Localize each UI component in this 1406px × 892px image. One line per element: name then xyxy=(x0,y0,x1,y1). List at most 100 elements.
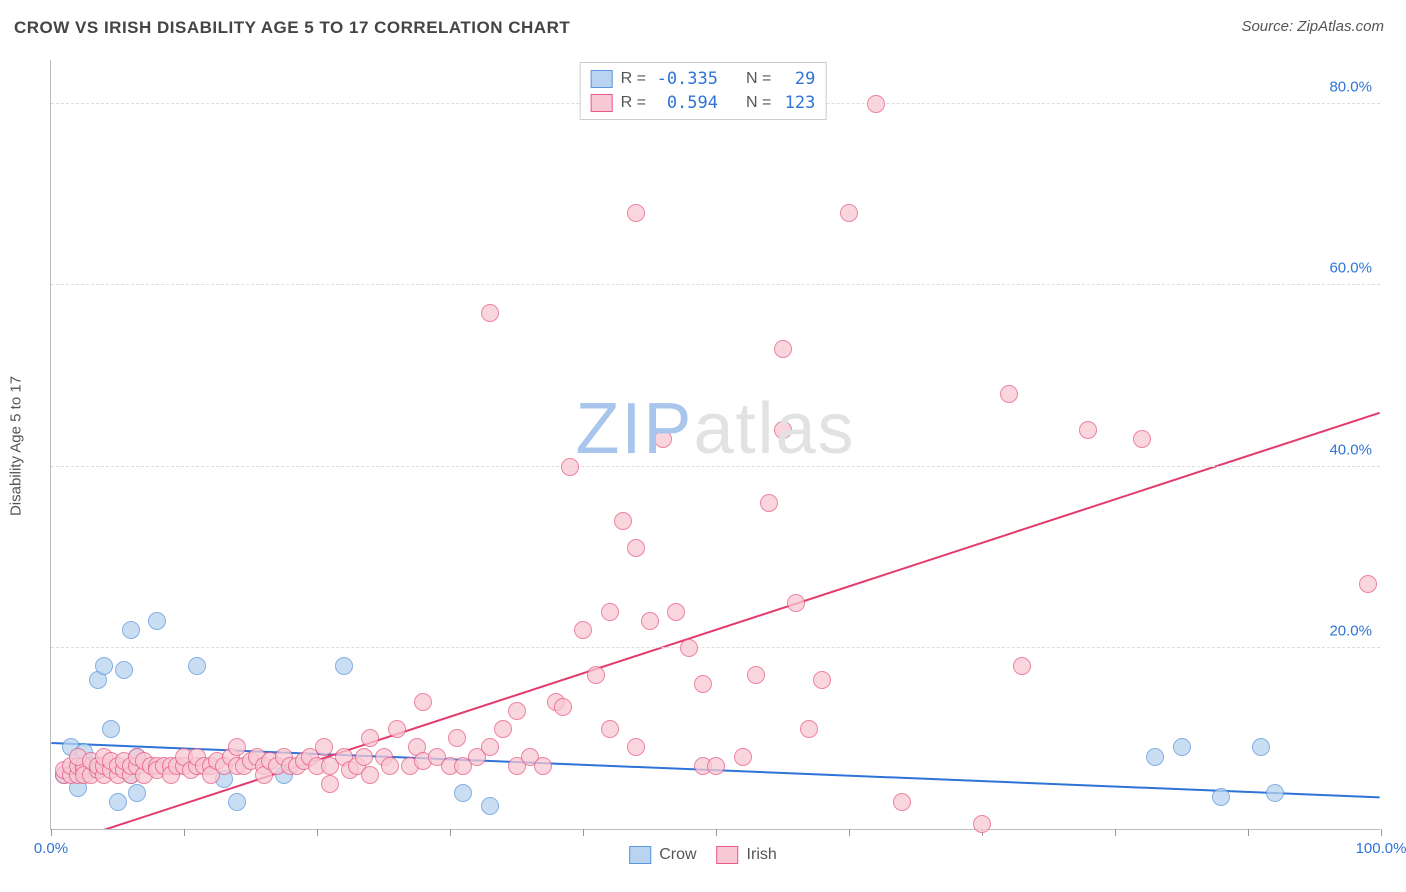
data-point xyxy=(128,784,146,802)
y-tick-label: 80.0% xyxy=(1329,79,1372,96)
legend-swatch xyxy=(717,846,739,864)
legend-r-label: R = xyxy=(621,94,646,112)
y-axis-label: Disability Age 5 to 17 xyxy=(8,376,25,516)
data-point xyxy=(734,748,752,766)
data-point xyxy=(1146,748,1164,766)
scatter-plot-area: ZIPatlas 20.0%40.0%60.0%80.0%0.0%100.0% xyxy=(50,60,1380,830)
data-point xyxy=(361,766,379,784)
data-point xyxy=(654,430,672,448)
x-tick-label: 0.0% xyxy=(34,840,68,857)
data-point xyxy=(800,720,818,738)
data-point xyxy=(481,738,499,756)
data-point xyxy=(707,757,725,775)
x-tick xyxy=(450,829,451,836)
x-tick xyxy=(1115,829,1116,836)
x-tick xyxy=(1248,829,1249,836)
data-point xyxy=(188,657,206,675)
data-point xyxy=(494,720,512,738)
data-point xyxy=(1133,430,1151,448)
data-point xyxy=(361,729,379,747)
data-point xyxy=(228,793,246,811)
data-point xyxy=(102,720,120,738)
legend-swatch xyxy=(591,70,613,88)
legend-n-value: 123 xyxy=(779,93,815,113)
data-point xyxy=(1266,784,1284,802)
y-tick-label: 20.0% xyxy=(1329,622,1372,639)
source-attribution: Source: ZipAtlas.com xyxy=(1241,18,1384,35)
data-point xyxy=(614,512,632,530)
data-point xyxy=(840,204,858,222)
data-point xyxy=(95,657,113,675)
legend-label: Irish xyxy=(747,846,777,864)
legend-r-label: R = xyxy=(621,70,646,88)
series-legend: Crow Irish xyxy=(629,846,777,864)
legend-n-label: N = xyxy=(746,94,771,112)
data-point xyxy=(667,603,685,621)
legend-row: R = 0.594 N = 123 xyxy=(591,91,816,115)
gridline-h xyxy=(51,647,1380,648)
legend-n-label: N = xyxy=(746,70,771,88)
x-tick xyxy=(184,829,185,836)
legend-item: Crow xyxy=(629,846,696,864)
data-point xyxy=(747,666,765,684)
gridline-h xyxy=(51,284,1380,285)
data-point xyxy=(534,757,552,775)
data-point xyxy=(454,784,472,802)
data-point xyxy=(1212,788,1230,806)
y-tick-label: 60.0% xyxy=(1329,260,1372,277)
legend-swatch xyxy=(629,846,651,864)
data-point xyxy=(508,702,526,720)
legend-n-value: 29 xyxy=(779,69,815,89)
data-point xyxy=(574,621,592,639)
data-point xyxy=(627,204,645,222)
data-point xyxy=(1013,657,1031,675)
data-point xyxy=(1000,385,1018,403)
data-point xyxy=(787,594,805,612)
x-tick xyxy=(317,829,318,836)
watermark: ZIPatlas xyxy=(575,388,855,470)
data-point xyxy=(481,304,499,322)
x-tick xyxy=(716,829,717,836)
data-point xyxy=(893,793,911,811)
legend-swatch xyxy=(591,94,613,112)
legend-label: Crow xyxy=(659,846,696,864)
data-point xyxy=(321,775,339,793)
correlation-legend: R =-0.335N =29R =0.594N =123 xyxy=(580,62,827,120)
data-point xyxy=(122,621,140,639)
watermark-zip: ZIP xyxy=(575,389,693,469)
legend-item: Irish xyxy=(717,846,777,864)
data-point xyxy=(388,720,406,738)
y-tick-label: 40.0% xyxy=(1329,441,1372,458)
data-point xyxy=(109,793,127,811)
data-point xyxy=(1079,421,1097,439)
data-point xyxy=(641,612,659,630)
trend-lines xyxy=(51,60,1380,829)
data-point xyxy=(680,639,698,657)
legend-row: R =-0.335N =29 xyxy=(591,67,816,91)
data-point xyxy=(587,666,605,684)
data-point xyxy=(867,95,885,113)
data-point xyxy=(335,657,353,675)
data-point xyxy=(381,757,399,775)
gridline-h xyxy=(51,466,1380,467)
data-point xyxy=(414,693,432,711)
data-point xyxy=(760,494,778,512)
data-point xyxy=(774,340,792,358)
data-point xyxy=(627,539,645,557)
x-tick xyxy=(849,829,850,836)
data-point xyxy=(694,675,712,693)
legend-r-value: 0.594 xyxy=(654,93,718,113)
data-point xyxy=(1173,738,1191,756)
data-point xyxy=(973,815,991,833)
data-point xyxy=(774,421,792,439)
data-point xyxy=(148,612,166,630)
data-point xyxy=(601,720,619,738)
data-point xyxy=(627,738,645,756)
data-point xyxy=(448,729,466,747)
data-point xyxy=(355,748,373,766)
data-point xyxy=(601,603,619,621)
data-point xyxy=(554,698,572,716)
chart-title: CROW VS IRISH DISABILITY AGE 5 TO 17 COR… xyxy=(14,18,570,38)
x-tick xyxy=(51,829,52,836)
x-tick xyxy=(583,829,584,836)
